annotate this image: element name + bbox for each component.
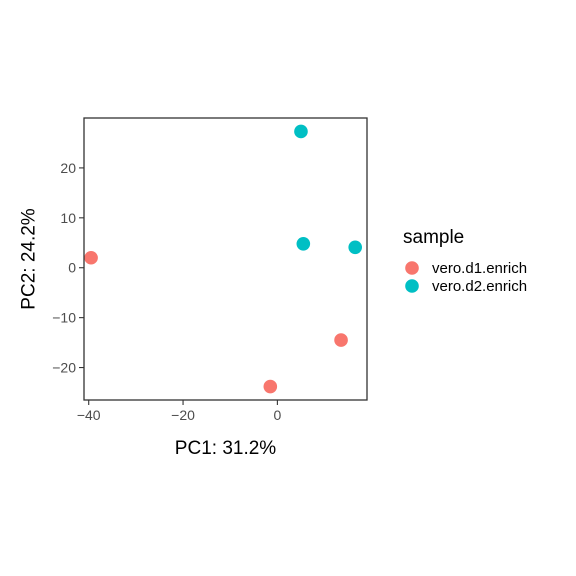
x-tick-label: −20: [171, 407, 195, 423]
x-tick-label: 0: [273, 407, 281, 423]
x-axis-ticks: −40 −20 0: [77, 400, 281, 423]
legend-key: [405, 279, 419, 293]
legend-key: [405, 261, 419, 275]
data-point: [348, 240, 363, 255]
plot-panel-border: [83, 117, 368, 401]
data-point: [334, 333, 348, 347]
y-axis-title: PC2: 24.2%: [19, 208, 40, 309]
y-tick-label: −20: [52, 360, 76, 376]
legend-label: vero.d2.enrich: [432, 278, 527, 295]
y-tick-label: 20: [60, 160, 76, 176]
data-points: [84, 124, 363, 394]
data-point: [263, 379, 278, 394]
x-tick-label: −40: [77, 407, 101, 423]
legend-title: sample: [403, 227, 464, 248]
y-axis-ticks: −20 −10 0 10 20: [52, 160, 84, 376]
data-point: [84, 250, 98, 265]
y-tick-label: 0: [68, 260, 76, 276]
data-point: [294, 124, 308, 139]
y-tick-label: 10: [60, 210, 76, 226]
data-point: [296, 236, 311, 251]
x-axis-title: PC1: 31.2%: [175, 438, 276, 459]
y-tick-label: −10: [52, 310, 76, 326]
legend-label: vero.d1.enrich: [432, 260, 527, 277]
